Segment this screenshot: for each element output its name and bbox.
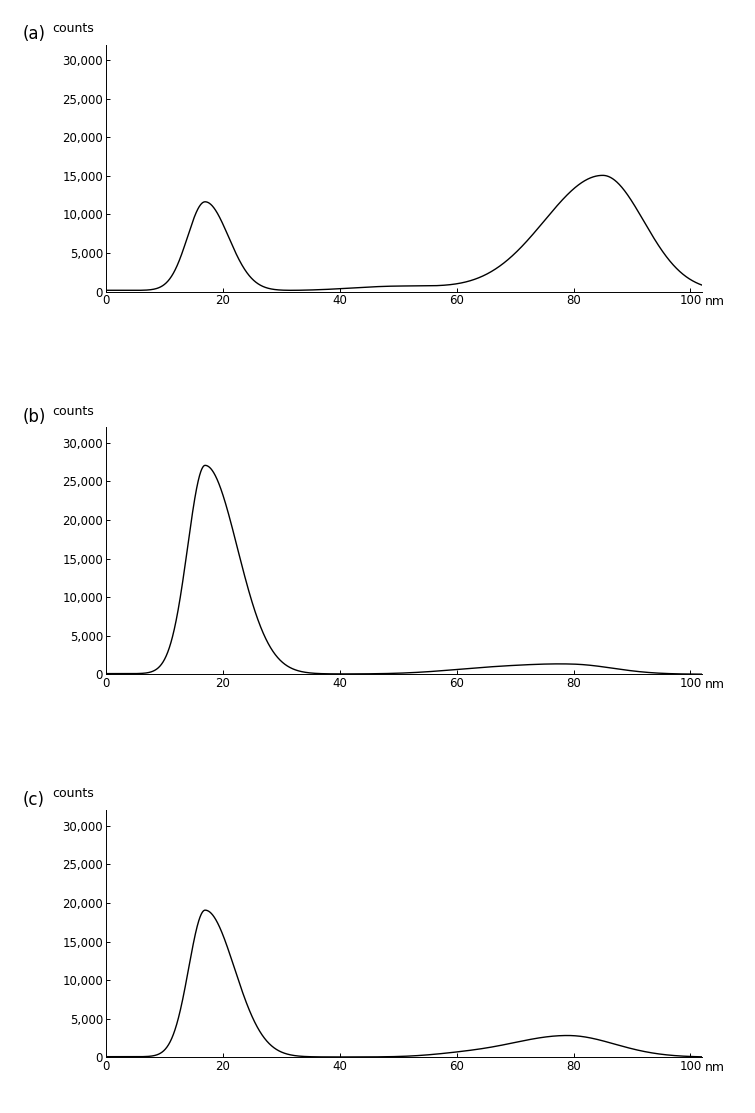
Text: (a): (a) bbox=[22, 24, 45, 42]
Text: nm: nm bbox=[705, 295, 725, 308]
Text: nm: nm bbox=[705, 678, 725, 691]
Text: (b): (b) bbox=[22, 407, 45, 425]
Text: (c): (c) bbox=[22, 790, 45, 808]
Text: counts: counts bbox=[52, 787, 94, 800]
Text: counts: counts bbox=[52, 21, 94, 35]
Text: counts: counts bbox=[52, 404, 94, 417]
Text: nm: nm bbox=[705, 1061, 725, 1074]
